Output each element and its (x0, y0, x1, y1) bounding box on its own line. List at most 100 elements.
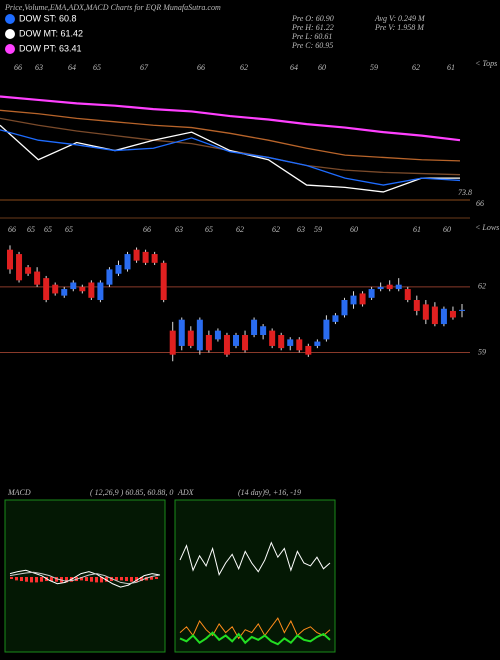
top-label: 65 (93, 63, 101, 72)
candle-body (422, 304, 429, 320)
candle-body (7, 249, 13, 270)
candle-body (61, 289, 68, 296)
candle-body (296, 339, 303, 351)
histogram-bar (20, 577, 23, 582)
candle-body (115, 265, 122, 274)
histogram-bar (120, 577, 123, 581)
low-label: 60 (350, 225, 358, 234)
candle-body (178, 319, 185, 346)
candle-body (124, 254, 131, 270)
ema-line (0, 124, 460, 193)
top-label: 66 (14, 63, 22, 72)
low-label: 62 (236, 225, 244, 234)
candle-body (341, 300, 348, 316)
candle-body (196, 319, 203, 351)
low-label: 62 (272, 225, 280, 234)
candle-body (440, 308, 447, 325)
low-label: 59 (314, 225, 322, 234)
low-label: 65 (205, 225, 213, 234)
candle-body (350, 295, 357, 305)
candle-body (52, 284, 59, 294)
top-label: 60 (318, 63, 326, 72)
histogram-bar (100, 577, 103, 583)
candle-body (133, 249, 140, 261)
candle-body (305, 345, 312, 355)
low-label: 66 (143, 225, 151, 234)
histogram-bar (105, 577, 108, 582)
candle-body (395, 284, 402, 290)
panel-title: ADX (177, 488, 195, 497)
legend-swatch (5, 29, 15, 39)
top-label: 67 (140, 63, 149, 72)
histogram-bar (35, 577, 38, 583)
low-label: 60 (443, 225, 451, 234)
histogram-bar (30, 577, 33, 583)
candle-body (79, 286, 86, 292)
top-label: 64 (68, 63, 76, 72)
histogram-bar (10, 577, 13, 580)
histogram-bar (115, 577, 118, 581)
legend-swatch (5, 44, 15, 54)
adx-line (179, 631, 331, 646)
ema-line (0, 109, 461, 162)
candle-body (43, 278, 50, 300)
candle-body (34, 271, 41, 285)
histogram-bar (90, 577, 93, 582)
candle-body (214, 330, 221, 340)
page-title: Price,Volume,EMA,ADX,MACD Charts for EQR… (4, 3, 221, 12)
tops-label: < Tops (475, 59, 497, 68)
candle-body (70, 282, 77, 290)
info-text: Pre L: 60.61 (291, 32, 332, 41)
candle-body (413, 300, 420, 311)
histogram-bar (40, 577, 43, 582)
candle-body (323, 319, 330, 340)
info-text: Pre C: 60.95 (291, 41, 333, 50)
ema-line (0, 95, 461, 142)
candle-body (25, 267, 32, 274)
panel-subtitle: (14 day)9, +16, -19 (238, 488, 301, 497)
candle-body (142, 251, 149, 263)
histogram-bar (95, 577, 98, 583)
candle-body (160, 262, 167, 300)
top-label: 61 (447, 63, 455, 72)
histogram-bar (80, 577, 83, 581)
y-tick-label: 62 (478, 282, 486, 291)
candle-body (278, 335, 285, 349)
candle-body (106, 269, 113, 285)
candle-body (223, 335, 230, 355)
low-label: 63 (297, 225, 305, 234)
top-label: 64 (290, 63, 298, 72)
legend-label: DOW ST: 60.8 (19, 13, 77, 23)
top-label: 63 (35, 63, 43, 72)
low-label: 61 (413, 225, 421, 234)
candle-body (97, 282, 104, 300)
info-text: Avg V: 0.249 M (374, 14, 426, 23)
y-tick-label: 59 (478, 347, 486, 356)
histogram-bar (25, 577, 28, 582)
histogram-bar (125, 577, 128, 582)
annotation: 66 (476, 199, 484, 208)
legend-label: DOW PT: 63.41 (19, 43, 82, 53)
histogram-bar (140, 577, 143, 582)
candle-body (251, 319, 258, 335)
info-text: Pre V: 1.958 M (374, 23, 425, 32)
histogram-bar (130, 577, 133, 582)
top-label: 66 (197, 63, 205, 72)
candle-body (368, 289, 375, 298)
panel-subtitle: ( 12,26,9 ) 60.85, 60.88, 0 (90, 488, 173, 497)
candle-body (377, 286, 384, 290)
histogram-bar (50, 577, 53, 582)
candle-body (332, 315, 339, 322)
candle-body (314, 341, 321, 346)
candle-body (205, 335, 212, 351)
low-label: 65 (27, 225, 35, 234)
candle-body (449, 310, 456, 318)
candle-body (359, 293, 366, 305)
histogram-bar (150, 577, 153, 580)
annotation: 73.8 (458, 188, 472, 197)
candle-body (459, 309, 465, 311)
histogram-bar (135, 577, 138, 582)
info-text: Pre H: 61.22 (291, 23, 334, 32)
ema-line (0, 129, 461, 186)
